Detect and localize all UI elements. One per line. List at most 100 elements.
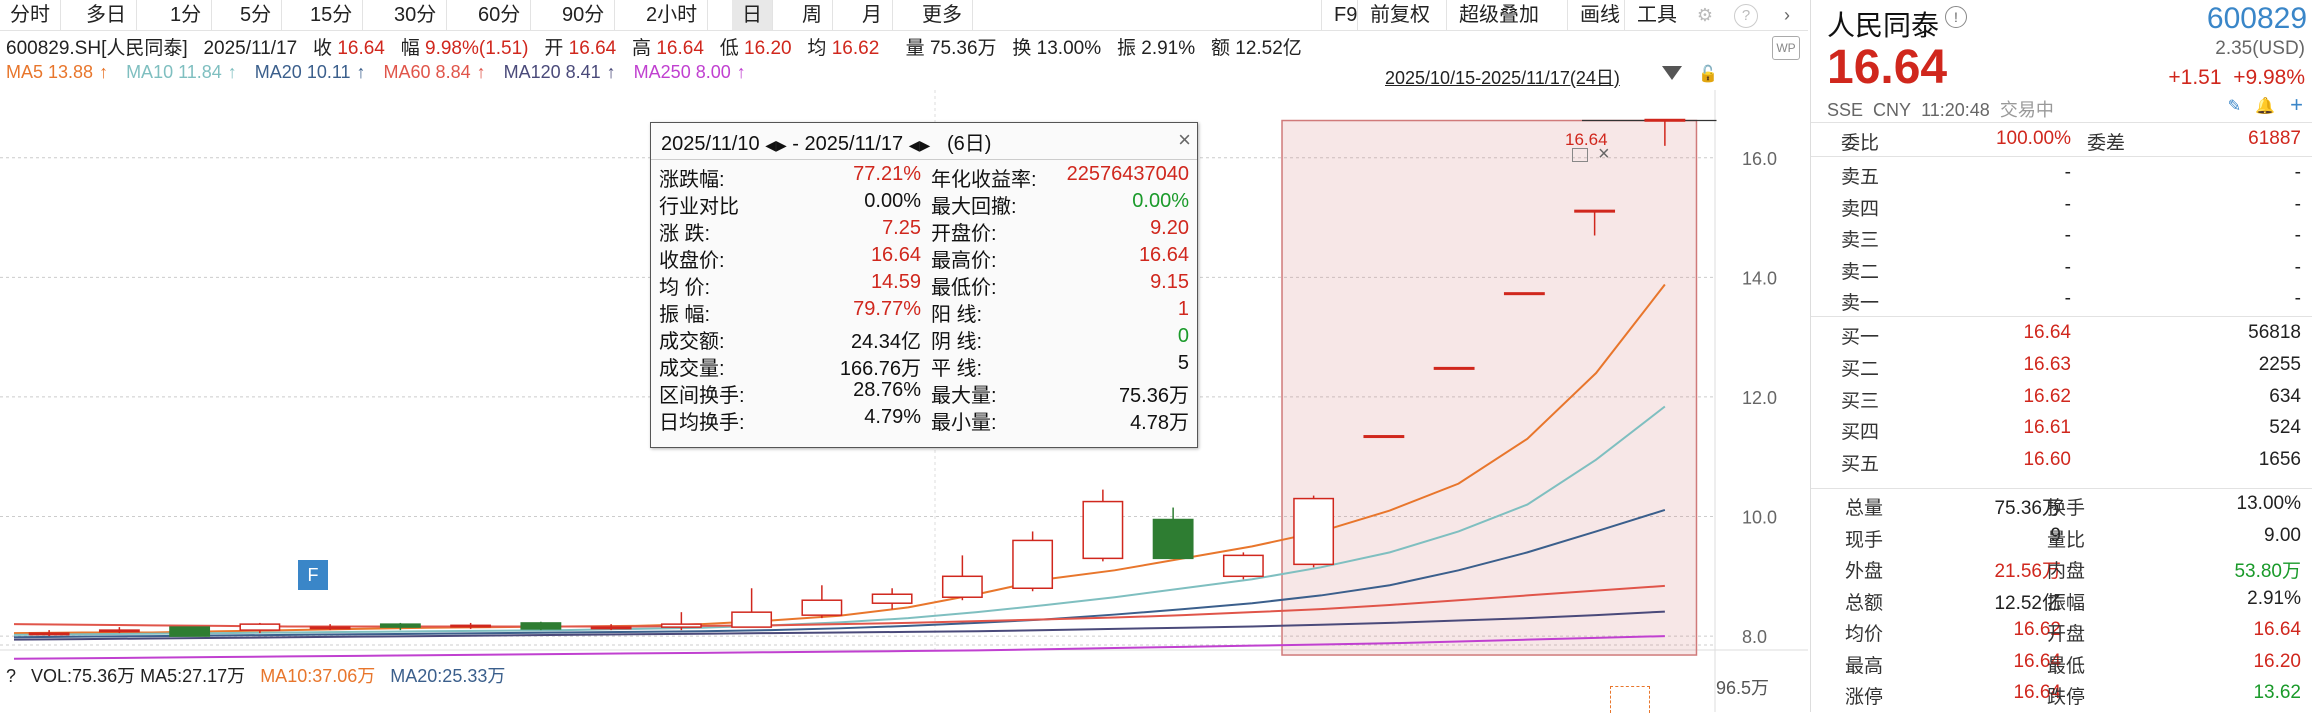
stat-label: 外盘 xyxy=(1845,561,1884,582)
open-value: 16.64 xyxy=(568,38,617,59)
candle xyxy=(1363,435,1405,439)
stat-label: 总额 xyxy=(1845,592,1884,614)
candle xyxy=(520,621,562,631)
popup-value: 9.20 xyxy=(1150,217,1189,239)
period-tab-11[interactable]: 月 xyxy=(852,0,893,30)
stat-label: 现手 xyxy=(1845,529,1884,551)
period-tab-3[interactable]: 5分 xyxy=(230,0,283,30)
stat-value: 53.80万 xyxy=(2234,561,2301,582)
date-arrows-icon[interactable]: ◀▶ xyxy=(765,137,787,153)
order-price[interactable]: - xyxy=(2064,256,2071,278)
volume-value: 75.36万 xyxy=(929,38,997,59)
stat-value: 9.00 xyxy=(2264,524,2301,546)
weibi-value: 100.00% xyxy=(1995,128,2071,149)
period-tab-2[interactable]: 1分 xyxy=(160,0,213,30)
draw-button[interactable]: 画线 xyxy=(1567,0,1632,30)
ma-legend-item: MA5 13.88 xyxy=(6,62,94,82)
popup-label: 成交量: xyxy=(659,358,725,380)
stat-value: 16.64 xyxy=(2013,682,2061,703)
order-price[interactable]: 16.64 xyxy=(2023,322,2071,343)
period-tab-0[interactable]: 分时 xyxy=(0,0,61,30)
price-tick-label: 10.0 xyxy=(1742,508,1777,528)
current-price: 16.64 xyxy=(1827,41,1948,94)
order-price[interactable]: - xyxy=(2064,193,2071,215)
help-icon[interactable]: ? xyxy=(6,666,17,686)
candle-body xyxy=(1433,366,1475,370)
order-volume: - xyxy=(2294,225,2301,246)
period-tab-1[interactable]: 多日 xyxy=(76,0,137,30)
order-price[interactable]: - xyxy=(2064,225,2071,246)
stat-value: 75.36万 xyxy=(1994,498,2061,519)
candle xyxy=(1433,366,1475,370)
arrow-up-icon: ↑ xyxy=(736,62,746,82)
selection-close-icon[interactable]: × xyxy=(1598,143,1610,165)
period-tab-10[interactable]: 周 xyxy=(792,0,833,30)
candle xyxy=(660,612,702,631)
stat-value: 16.20 xyxy=(2253,650,2301,672)
popup-value: 16.64 xyxy=(1138,244,1189,266)
popup-label: 收盘价: xyxy=(659,250,725,272)
avg-value: 16.62 xyxy=(831,38,880,59)
order-price[interactable]: 16.60 xyxy=(2023,449,2071,471)
period-tab-5[interactable]: 30分 xyxy=(384,0,448,30)
popup-value: 22576437040 xyxy=(1066,163,1189,185)
order-level-label: 卖五 xyxy=(1841,167,1880,188)
stat-value: 12.52亿 xyxy=(1994,592,2061,614)
order-level-label: 买五 xyxy=(1841,454,1880,476)
popup-label: 开盘价: xyxy=(931,223,997,245)
lock-icon[interactable]: 🔓 xyxy=(1698,66,1718,83)
range-label[interactable]: 2025/10/15-2025/11/17(24日) xyxy=(1385,68,1620,88)
order-price[interactable]: - xyxy=(2064,162,2071,183)
period-tab-9[interactable]: 日 xyxy=(732,0,773,30)
order-price[interactable]: - xyxy=(2064,288,2071,309)
f9-button[interactable]: F9 xyxy=(1321,0,1369,30)
candle xyxy=(1082,489,1124,562)
price-tick-label: 16.0 xyxy=(1742,149,1777,169)
ma-line-ma20 xyxy=(13,508,1666,639)
popup-value: 24.34亿 xyxy=(850,331,921,353)
order-price[interactable]: 16.61 xyxy=(2023,417,2071,439)
popup-label: 日均换手: xyxy=(659,412,745,434)
candle xyxy=(941,555,983,601)
info-icon[interactable]: ! xyxy=(1945,6,1967,28)
adjust-button[interactable]: 前复权 xyxy=(1357,0,1442,30)
volume-selection xyxy=(1610,686,1650,713)
stat-label: 振幅 xyxy=(2047,592,2086,614)
order-price[interactable]: 16.62 xyxy=(2023,385,2071,407)
candle xyxy=(590,624,632,631)
chevron-right-icon[interactable]: › xyxy=(1784,5,1790,25)
tools-button[interactable]: 工具 xyxy=(1624,0,1689,30)
order-level-label: 卖二 xyxy=(1841,261,1880,283)
date-arrows-icon[interactable]: ◀▶ xyxy=(908,137,931,153)
period-tab-12[interactable]: 更多 xyxy=(912,0,973,30)
ma-legend-item: MA60 8.84 xyxy=(383,62,471,82)
period-tab-6[interactable]: 60分 xyxy=(468,0,532,30)
candle xyxy=(1293,495,1335,568)
popup-close-icon[interactable]: × xyxy=(1178,127,1191,152)
add-icon[interactable]: + xyxy=(2290,92,2303,117)
help-icon[interactable]: ? xyxy=(1734,4,1758,28)
gear-icon[interactable]: ⚙ xyxy=(1696,5,1714,25)
candle-body xyxy=(1644,118,1686,122)
stat-label: 涨停 xyxy=(1845,687,1884,708)
period-tab-4[interactable]: 15分 xyxy=(300,0,364,30)
period-tab-8[interactable]: 2小时 xyxy=(636,0,709,30)
stat-label: 总量 xyxy=(1845,498,1884,519)
order-volume: - xyxy=(2294,256,2301,278)
market-status: SSE CNY 11:20:48 交易中 xyxy=(1827,100,2054,120)
kline-chart[interactable]: 16.0 14.0 12.0 10.0 8.0 xyxy=(0,90,1808,712)
period-tab-7[interactable]: 90分 xyxy=(552,0,616,30)
edit-icon[interactable]: ✎ xyxy=(2227,98,2241,115)
event-marker-f[interactable]: F xyxy=(298,560,328,590)
stock-name: 人民同泰 xyxy=(1827,10,1940,41)
order-level-label: 买二 xyxy=(1841,358,1880,380)
candle xyxy=(450,622,492,629)
popup-value: 5 xyxy=(1177,352,1189,374)
selection-max-icon[interactable] xyxy=(1572,148,1588,162)
wp-icon[interactable]: WP xyxy=(1772,36,1800,60)
order-price[interactable]: 16.63 xyxy=(2023,353,2071,375)
overlay-button[interactable]: 超级叠加 xyxy=(1446,0,1551,30)
range-dropdown-icon[interactable] xyxy=(1662,66,1682,80)
bell-icon[interactable]: 🔔 xyxy=(2255,98,2275,115)
order-level-label: 卖三 xyxy=(1841,230,1880,251)
